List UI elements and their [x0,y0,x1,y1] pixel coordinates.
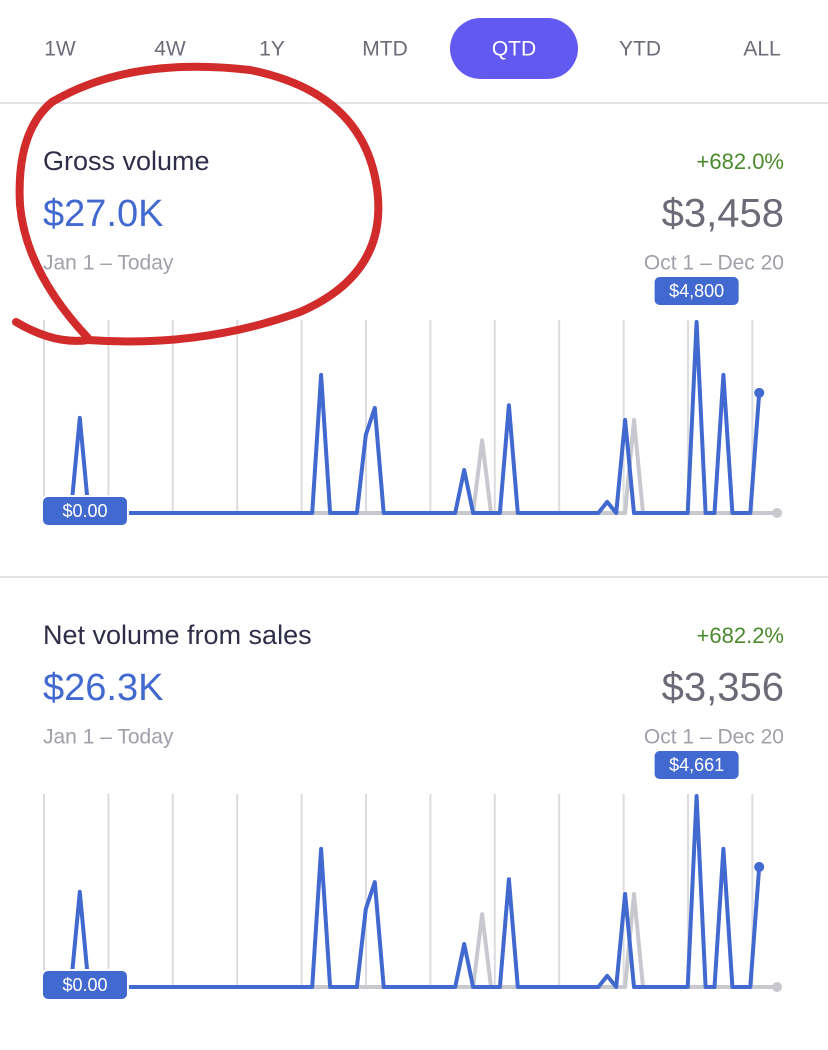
value-label: $0.00 [41,495,129,527]
compare-period: Oct 1 – Dec 20 [644,726,784,749]
card-value: $27.0K [43,193,163,235]
tab[interactable]: QTD [492,38,536,61]
value-label-text: $0.00 [62,501,107,521]
tab[interactable]: 1W [44,38,76,61]
tab[interactable]: 1Y [259,38,285,61]
end-dot [772,982,783,992]
value-label: $4,661 [652,749,741,781]
value-label-text: $0.00 [62,975,107,995]
value-label-box [41,495,129,527]
compare-period: Oct 1 – Dec 20 [644,252,784,275]
change-percent: +682.2% [697,623,784,648]
compare-value: $3,356 [662,666,784,710]
end-dot [772,508,783,518]
card-period: Jan 1 – Today [43,252,174,275]
change-percent: +682.0% [697,149,784,174]
line-series [44,794,762,989]
tab[interactable]: YTD [619,38,661,61]
tab-selected-pill[interactable] [450,18,578,79]
tab[interactable]: MTD [362,38,408,61]
value-label-text: $4,800 [669,281,724,301]
card-period: Jan 1 – Today [43,726,174,749]
tab[interactable]: 4W [154,38,186,61]
card-title: Gross volume [43,146,210,176]
line-series [44,320,762,515]
value-label-box [652,275,741,307]
card-value: $26.3K [43,667,163,709]
value-label: $0.00 [41,969,129,1001]
value-label-box [652,749,741,781]
end-dot [754,861,765,872]
tab[interactable]: ALL [743,38,780,61]
annotation-circle [12,62,383,346]
compare-value: $3,458 [662,192,784,236]
value-label-box [41,969,129,1001]
end-dot [754,387,765,398]
value-label-text: $4,661 [669,755,724,775]
card-title: Net volume from sales [43,620,312,650]
value-label: $4,800 [652,275,741,307]
